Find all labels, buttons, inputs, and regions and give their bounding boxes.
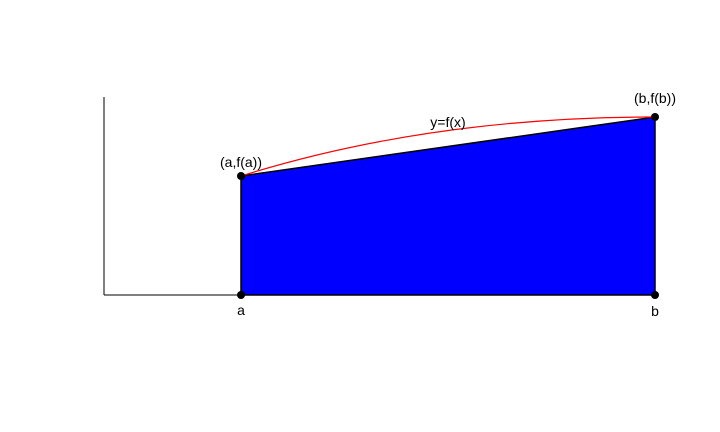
point-b-fb [651,113,659,121]
label-tick-a: a [237,302,245,318]
label-tick-b: b [651,303,659,319]
point-a [237,291,245,299]
curve-fx [240,116,656,177]
point-a-fa [237,172,245,180]
point-b [651,291,659,299]
label-curve: y=f(x) [430,114,465,130]
label-point-a: (a,f(a)) [220,154,262,170]
label-point-b: (b,f(b)) [634,90,676,106]
trapezoid-area [240,116,656,296]
